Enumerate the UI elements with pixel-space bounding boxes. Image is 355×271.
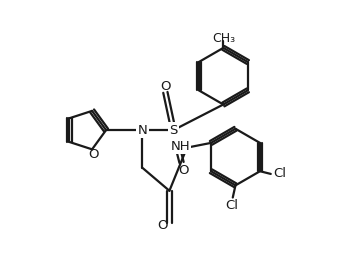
Text: O: O xyxy=(88,148,99,161)
Text: Cl: Cl xyxy=(273,167,286,180)
Text: O: O xyxy=(179,163,189,176)
Text: N: N xyxy=(138,124,147,137)
Text: O: O xyxy=(160,80,171,93)
Text: O: O xyxy=(157,219,168,232)
Text: S: S xyxy=(169,124,178,137)
Text: CH₃: CH₃ xyxy=(212,32,235,45)
Text: Cl: Cl xyxy=(225,199,238,212)
Text: NH: NH xyxy=(170,140,190,153)
